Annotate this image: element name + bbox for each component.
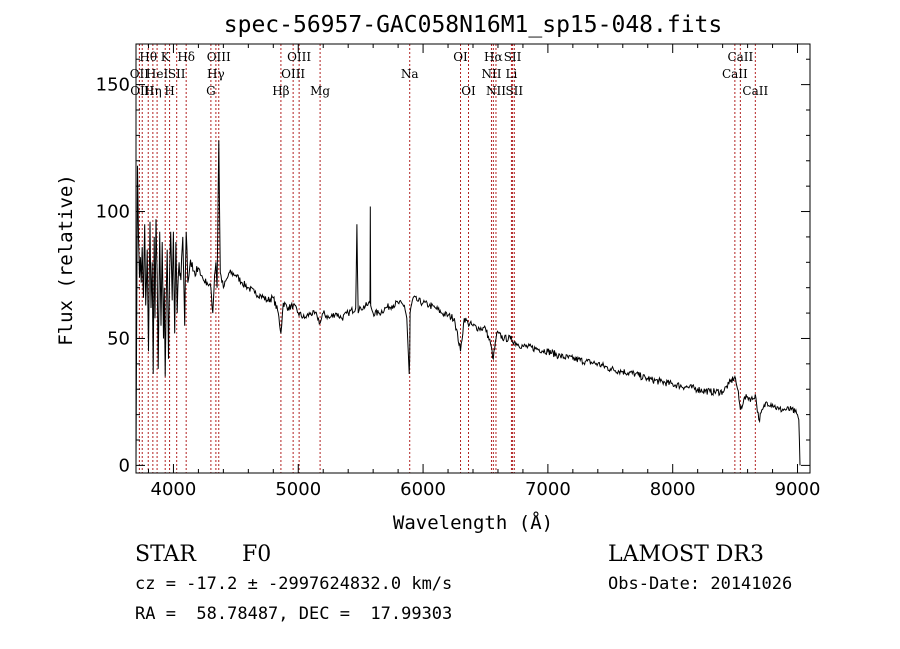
- line-label-19: NII: [481, 67, 501, 81]
- x-axis-label: Wavelength (Å): [393, 511, 553, 534]
- y-tick-label-1: 50: [107, 328, 130, 349]
- line-label-26: CaII: [727, 50, 753, 64]
- x-tick-label-2: 6000: [400, 479, 446, 500]
- line-label-11: OIII: [207, 50, 231, 64]
- x-tick-label-3: 7000: [525, 479, 571, 500]
- line-label-0: OII: [130, 67, 150, 81]
- line-labels: OIIOIIIHθHηHeIKHSIIHδGHγOIIIHβOIIIOIIIMg…: [130, 50, 769, 98]
- line-label-5: K: [161, 50, 171, 64]
- line-label-4: HeI: [146, 67, 169, 81]
- line-label-13: OIII: [281, 67, 305, 81]
- line-label-16: Na: [401, 67, 419, 81]
- line-label-10: Hγ: [207, 67, 225, 81]
- x-tick-label-4: 8000: [650, 479, 696, 500]
- plot-frame: [135, 43, 811, 474]
- line-label-21: NII: [486, 84, 506, 98]
- line-label-7: SII: [168, 67, 186, 81]
- line-label-14: OIII: [287, 50, 311, 64]
- line-label-6: H: [164, 84, 174, 98]
- line-label-3: Hη: [144, 84, 162, 98]
- line-label-17: OI: [453, 50, 468, 64]
- spectrum-line: [135, 140, 801, 466]
- y-tick-label-3: 150: [96, 75, 130, 96]
- x-tick-label-1: 5000: [275, 479, 321, 500]
- obs-date: Obs-Date: 20141026: [608, 574, 792, 594]
- subclass: F0: [242, 542, 271, 567]
- chart-title: spec-56957-GAC058N16M1_sp15-048.fits: [224, 12, 723, 38]
- line-label-15: Mg: [310, 84, 330, 98]
- axis-ticks: 4000 5000 6000 7000 8000 9000 0 50 100 150: [96, 44, 821, 500]
- y-tick-label-0: 0: [119, 455, 130, 476]
- y-axis-label: Flux (relative): [55, 174, 77, 346]
- x-tick-label-0: 4000: [151, 479, 197, 500]
- coordinates: RA = 58.78487, DEC = 17.99303: [135, 604, 452, 624]
- survey-name: LAMOST DR3: [608, 542, 764, 567]
- line-label-9: G: [206, 84, 216, 98]
- y-tick-label-2: 100: [96, 202, 130, 223]
- x-tick-label-5: 9000: [775, 479, 821, 500]
- line-label-18: OI: [461, 84, 476, 98]
- line-label-22: Li: [506, 67, 518, 81]
- line-label-8: Hδ: [177, 50, 195, 64]
- redshift-line: cz = -17.2 ± -2997624832.0 km/s: [135, 574, 452, 594]
- emission-absorption-markers: [138, 44, 756, 473]
- line-label-2: Hθ: [139, 50, 157, 64]
- object-class: STAR: [135, 542, 197, 567]
- line-label-23: SII: [504, 50, 522, 64]
- line-label-25: CaII: [722, 67, 748, 81]
- line-label-20: Hα: [484, 50, 503, 64]
- line-label-27: CaII: [742, 84, 768, 98]
- spectrum-trace: [135, 140, 801, 466]
- line-label-12: Hβ: [272, 84, 289, 98]
- line-label-24: SII: [505, 84, 523, 98]
